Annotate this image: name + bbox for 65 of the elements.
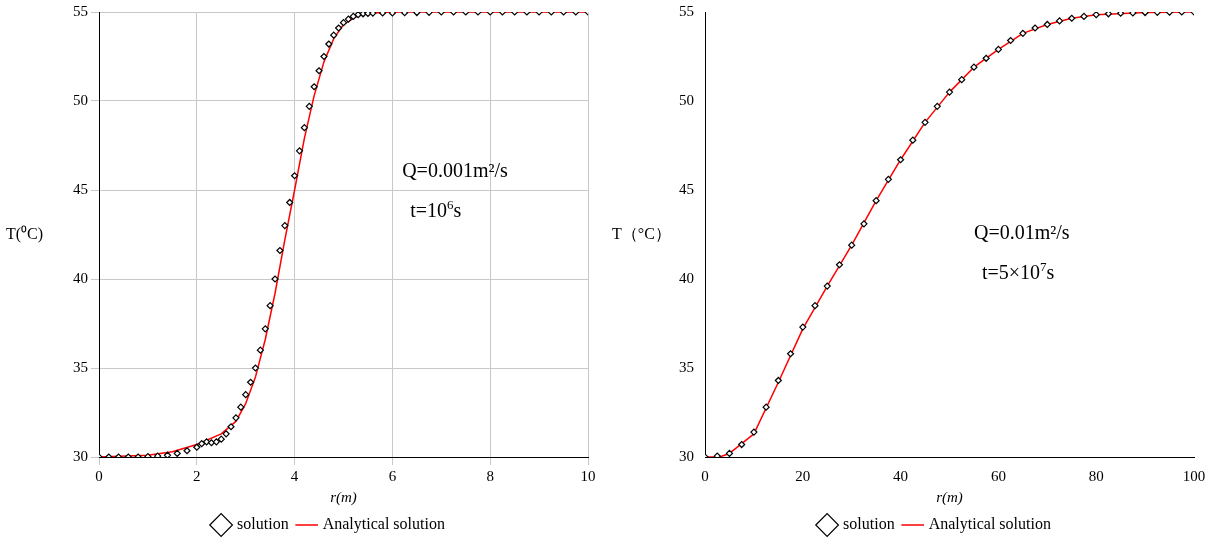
point bbox=[835, 261, 844, 269]
legend-label: Analytical solution bbox=[322, 515, 445, 534]
y-tick-label: 45 bbox=[73, 180, 88, 197]
point bbox=[872, 197, 880, 205]
point bbox=[1007, 36, 1015, 45]
point bbox=[1019, 29, 1027, 37]
point bbox=[774, 376, 782, 385]
point bbox=[884, 175, 892, 183]
y-axis-title: T（°C） bbox=[612, 224, 671, 242]
point bbox=[909, 136, 917, 144]
x-tick-label: 80 bbox=[1088, 467, 1104, 484]
y-tick-label: 30 bbox=[679, 447, 694, 464]
point bbox=[750, 428, 758, 436]
point bbox=[921, 118, 929, 126]
x-tick-label: 6 bbox=[388, 467, 397, 484]
point bbox=[799, 323, 807, 331]
point bbox=[738, 440, 746, 449]
point bbox=[958, 76, 966, 84]
y-tick-label: 50 bbox=[679, 91, 694, 108]
y-axis-title: T(⁰C) bbox=[6, 224, 44, 243]
x-tick-label: 20 bbox=[795, 467, 811, 484]
point bbox=[1055, 17, 1064, 25]
point bbox=[762, 403, 770, 411]
x-tick-label: 10 bbox=[580, 467, 596, 484]
annotation: Q=0.001m²/s bbox=[402, 158, 509, 181]
x-tick-label: 4 bbox=[290, 467, 299, 484]
y-tick-label: 50 bbox=[73, 91, 88, 108]
y-tick-label: 55 bbox=[679, 2, 694, 19]
y-tick-label: 40 bbox=[679, 269, 694, 286]
point bbox=[982, 54, 990, 62]
point bbox=[823, 282, 831, 290]
point bbox=[786, 350, 795, 358]
point bbox=[1031, 24, 1039, 32]
legend-label: solution bbox=[843, 515, 895, 533]
point bbox=[725, 449, 734, 457]
x-tick-label: 0 bbox=[701, 467, 709, 484]
annotation: Q=0.01m²/s bbox=[973, 220, 1070, 243]
x-tick-label: 2 bbox=[193, 467, 201, 484]
legend-label: Analytical solution bbox=[928, 515, 1051, 534]
point bbox=[1068, 14, 1076, 22]
x-tick-label: 60 bbox=[990, 467, 1006, 484]
y-tick-label: 40 bbox=[73, 269, 88, 286]
point bbox=[1092, 12, 1100, 19]
legend-label: solution bbox=[237, 515, 289, 533]
point bbox=[811, 302, 819, 310]
y-tick-label: 55 bbox=[73, 2, 88, 19]
x-tick-label: 100 bbox=[1182, 467, 1206, 484]
y-tick-label: 30 bbox=[73, 447, 88, 464]
point bbox=[970, 63, 978, 71]
point bbox=[933, 102, 941, 110]
y-tick-label: 45 bbox=[679, 180, 694, 197]
x-axis-title: r(m) bbox=[936, 488, 963, 506]
point bbox=[1080, 12, 1088, 21]
y-tick-label: 35 bbox=[679, 358, 694, 375]
x-tick-label: 8 bbox=[486, 467, 494, 484]
point bbox=[1043, 20, 1051, 29]
x-tick-label: 40 bbox=[893, 467, 909, 484]
x-axis-title: r(m) bbox=[330, 488, 357, 506]
point bbox=[945, 88, 954, 96]
y-tick-label: 35 bbox=[73, 358, 88, 375]
point bbox=[848, 241, 856, 249]
point bbox=[860, 220, 868, 228]
x-tick-label: 0 bbox=[95, 467, 103, 484]
point bbox=[897, 156, 905, 164]
point bbox=[994, 45, 1002, 53]
